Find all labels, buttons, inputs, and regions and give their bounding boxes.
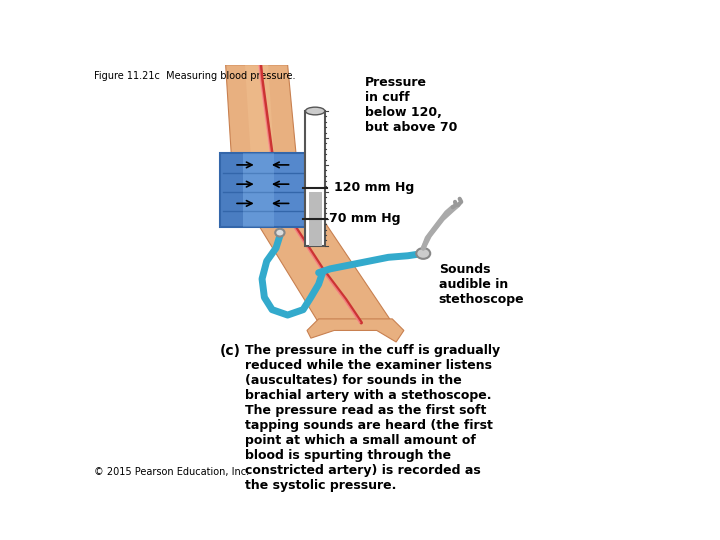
Text: The pressure in the cuff is gradually
reduced while the examiner listens
(auscul: The pressure in the cuff is gradually re…: [245, 343, 500, 491]
Text: 70 mm Hg: 70 mm Hg: [329, 212, 400, 225]
Text: (c): (c): [220, 343, 241, 357]
Text: Pressure
in cuff
below 120,
but above 70: Pressure in cuff below 120, but above 70: [365, 76, 457, 134]
Ellipse shape: [275, 229, 284, 237]
Polygon shape: [233, 184, 392, 323]
Ellipse shape: [416, 248, 431, 259]
Polygon shape: [220, 153, 305, 226]
Polygon shape: [245, 65, 276, 188]
Text: 120 mm Hg: 120 mm Hg: [334, 181, 415, 194]
Ellipse shape: [305, 107, 325, 115]
Bar: [309, 192, 322, 246]
Text: Figure 11.21c  Measuring blood pressure.: Figure 11.21c Measuring blood pressure.: [94, 71, 295, 81]
Polygon shape: [220, 153, 243, 226]
Text: Sounds
audible in
stethoscope: Sounds audible in stethoscope: [438, 264, 524, 307]
Polygon shape: [225, 65, 300, 188]
Bar: [305, 111, 325, 246]
Polygon shape: [307, 319, 404, 342]
Polygon shape: [243, 153, 274, 226]
Text: © 2015 Pearson Education, Inc.: © 2015 Pearson Education, Inc.: [94, 467, 249, 477]
